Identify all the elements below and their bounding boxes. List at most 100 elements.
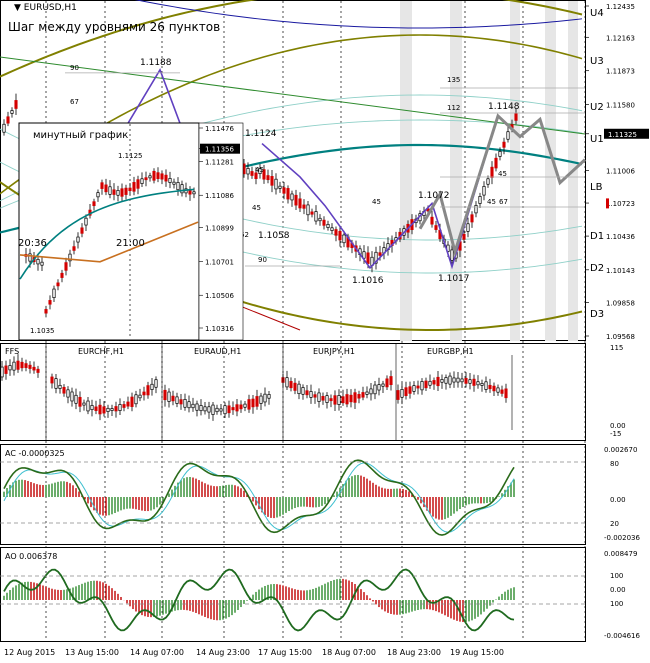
inset-candle	[152, 170, 156, 181]
price-candle	[250, 171, 254, 176]
ac-frame	[0, 444, 586, 545]
inset-candle	[164, 174, 168, 182]
ffs-candle	[484, 381, 488, 390]
ffs-candle	[130, 396, 134, 407]
trend-line	[0, 56, 586, 135]
price-candle	[486, 178, 490, 185]
price-candle	[282, 187, 286, 194]
ffs-candle	[58, 384, 62, 389]
price-axis-label: 1.09858	[606, 300, 635, 308]
ffs-candle	[361, 392, 365, 398]
level-label: D1	[590, 231, 604, 242]
level-annotation: 45	[372, 198, 381, 206]
ffs-candle	[377, 384, 381, 391]
ffs-candle	[70, 391, 74, 402]
inset-candle	[84, 217, 88, 226]
forecast-band	[400, 1, 412, 341]
ao-main-line	[3, 568, 515, 632]
price-candle	[490, 166, 494, 178]
price-candle	[318, 217, 322, 222]
wave-point-label: 1.1058	[258, 231, 290, 241]
ffs-candle	[460, 378, 464, 383]
ffs-candle	[267, 394, 271, 399]
price-axis-label: 1.10436	[606, 233, 635, 241]
inset-candle	[40, 261, 44, 266]
ffs-candle	[428, 380, 432, 386]
inset-candle	[108, 186, 112, 195]
ffs-candle	[444, 377, 448, 384]
ffs-candle	[191, 403, 195, 409]
ffs-candle	[28, 364, 32, 369]
ffs-axis-label: 115	[610, 344, 623, 352]
ffs-candle	[231, 407, 235, 411]
chart-caption: Шаг между уровнями 26 пунктов	[8, 20, 221, 34]
ffs-candle	[452, 377, 456, 383]
inset-price-label: 1.10316	[205, 325, 234, 333]
dropdown-triangle-icon[interactable]: ▼	[14, 3, 21, 13]
price-candle	[378, 252, 382, 256]
ffs-candle	[203, 406, 207, 412]
price-candle	[374, 251, 378, 264]
ffs-candle	[82, 402, 86, 406]
ffs-candle	[211, 404, 215, 415]
ffs-candle	[496, 387, 500, 393]
ffs-candle	[122, 404, 126, 408]
price-candle	[262, 169, 266, 180]
ffs-candle	[24, 363, 28, 368]
ffs-candle	[12, 361, 16, 371]
ao-title: AO 0.006378	[5, 552, 57, 561]
bid-marker	[606, 198, 609, 209]
ffs-candle	[480, 383, 484, 386]
ffs-candle	[114, 406, 118, 412]
ffs-candle	[78, 396, 82, 407]
inset-teal-line	[19, 188, 195, 280]
inset-candle	[96, 192, 100, 198]
current-price-label: 1.11325	[608, 131, 637, 139]
ffs-axis-label: -15	[610, 430, 621, 438]
symbol-label: ▼ EURUSD,H1	[14, 3, 77, 13]
ffs-candle	[183, 399, 187, 408]
ffs-symbol-label: EURAUD,H1	[194, 347, 241, 356]
ac-title: AC -0.0000325	[5, 449, 65, 458]
ao-frame	[0, 547, 586, 642]
ffs-candle	[305, 390, 309, 396]
u4-olive-curve	[0, 0, 583, 78]
ffs-candle	[440, 379, 444, 383]
price-candle	[314, 211, 318, 222]
inset-candle	[144, 177, 148, 181]
inset-candle	[120, 188, 124, 197]
ffs-candle	[150, 383, 154, 390]
ffs-candle	[36, 368, 40, 373]
ffs-candle	[317, 392, 321, 402]
price-axis-label: 1.10723	[606, 200, 635, 208]
inset-current-price-box	[200, 143, 240, 154]
ffs-candle	[285, 377, 289, 388]
inset-title: минутный график	[33, 130, 129, 141]
price-candle	[514, 113, 518, 121]
price-candle	[302, 204, 306, 209]
ffs-candle	[357, 394, 361, 399]
price-candle	[6, 116, 10, 124]
price-candle	[254, 172, 258, 179]
ffs-candle	[223, 405, 227, 415]
ffs-candle	[110, 408, 114, 411]
ffs-candle	[365, 391, 369, 395]
time-axis-label: 12 Aug 2015	[4, 648, 55, 657]
ffs-candle	[142, 391, 146, 396]
ffs-candle	[408, 386, 412, 394]
ffs-candle	[20, 361, 24, 369]
inset-price-label: 1.10506	[205, 292, 234, 300]
inset-candle	[76, 236, 80, 243]
level-label: U1	[590, 134, 604, 145]
ffs-candle	[492, 385, 496, 392]
inset-candle	[56, 282, 60, 287]
ffs-candle	[353, 392, 357, 403]
ffs-candle	[293, 382, 297, 391]
inset-orange-line	[19, 221, 199, 263]
ffs-candle	[126, 401, 130, 407]
inset-candle	[48, 300, 52, 305]
ffs-candle	[436, 376, 440, 387]
inset-candle	[124, 187, 128, 195]
level-annotation: 135	[447, 76, 460, 84]
